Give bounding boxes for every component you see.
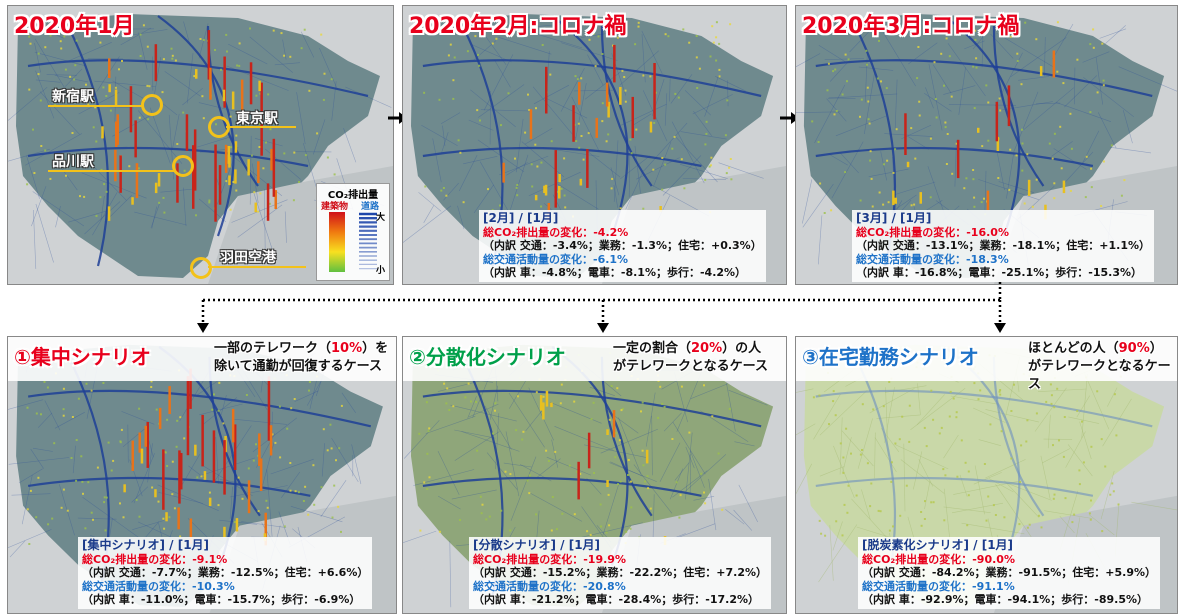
stats-box: [脱炭素化シナリオ] / [1月] 総CO₂排出量の変化：-90.0% （内訳 … [858, 537, 1161, 609]
legend-road-lines [359, 212, 377, 270]
scenario-description: 一部のテレワーク（10%）を 除いて通勤が回復するケース [214, 341, 389, 374]
stats-box: [集中シナリオ] / [1月] 総CO₂排出量の変化：-9.1% （内訳 交通：… [78, 537, 373, 609]
legend-buildings-label: 建築物 [321, 202, 349, 212]
co2-change: 総CO₂排出量の変化：-9.1% [82, 552, 228, 566]
co2-breakdown: （内訳 交通：-13.1%；業務：-18.1%；住宅：+1.1%） [856, 239, 1151, 252]
legend-roads-label: 道路 [361, 202, 380, 212]
panel-title: 2020年1月 [14, 14, 135, 39]
co2-change: 総CO₂排出量の変化：-19.9% [473, 552, 626, 566]
station-label-shinjuku: 新宿駅 [52, 89, 94, 105]
legend-title: CO₂排出量 [327, 190, 379, 201]
panel-title: 2020年2月:コロナ禍 [409, 14, 627, 39]
panel-scenario-1: ①集中シナリオ 一部のテレワーク（10%）を 除いて通勤が回復するケース [集中… [7, 336, 397, 614]
panel-jan-2020: 2020年1月 新宿駅 東京駅 品川駅 羽田空港 CO₂排出量 建築物 道路 大… [7, 5, 394, 285]
traffic-breakdown: （内訳 車：-92.9%；電車：-94.1%；歩行：-89.5%） [862, 593, 1149, 606]
stats-box: [分散シナリオ] / [1月] 総CO₂排出量の変化：-19.9% （内訳 交通… [469, 537, 772, 609]
panel-scenario-3: ③在宅勤務シナリオ ほとんどの人（90%） がテレワークとなるケース [脱炭素化… [795, 336, 1178, 614]
leader-line-shinjuku [48, 105, 143, 107]
panel-mar-2020: 2020年3月:コロナ禍 [3月] / [1月] 総CO₂排出量の変化：-16.… [795, 5, 1178, 285]
scenario-title: ③在宅勤務シナリオ [802, 345, 979, 369]
station-marker-shinjuku [141, 94, 163, 116]
legend-small-label: 小 [375, 266, 385, 276]
stats-box: [2月] / [1月] 総CO₂排出量の変化：-4.2% （内訳 交通：-3.4… [479, 210, 766, 282]
co2-breakdown: （内訳 交通：-3.4%；業務：-1.3%；住宅：+0.3%） [483, 239, 762, 252]
panel-scenario-2: ②分散化シナリオ 一定の割合（20%）の人 がテレワークとなるケース [分散シナ… [402, 336, 787, 614]
traffic-change: 総交通活動量の変化：-18.3% [856, 252, 1009, 266]
co2-change: 総CO₂排出量の変化：-4.2% [483, 225, 629, 239]
legend-building-gradient [329, 212, 345, 272]
co2-change: 総CO₂排出量の変化：-90.0% [862, 552, 1015, 566]
co2-breakdown: （内訳 交通：-15.2%；業務：-22.2%；住宅：+7.2%） [473, 566, 768, 579]
traffic-breakdown: （内訳 車：-16.8%；電車：-25.1%；歩行：-15.3%） [856, 266, 1143, 279]
stats-header: [脱炭素化シナリオ] / [1月] [862, 538, 1014, 552]
scenario-description: 一定の割合（20%）の人 がテレワークとなるケース [613, 341, 768, 374]
scenario-title: ②分散化シナリオ [409, 345, 566, 369]
co2-breakdown: （内訳 交通：-84.2%；業務：-91.5%；住宅：+5.9%） [862, 566, 1157, 579]
traffic-change: 総交通活動量の変化：-6.1% [483, 252, 629, 266]
scenario-description: ほとんどの人（90%） がテレワークとなるケース [1028, 341, 1171, 392]
panel-feb-2020: 2020年2月:コロナ禍 [2月] / [1月] 総CO₂排出量の変化：-4.2… [402, 5, 787, 285]
co2-change: 総CO₂排出量の変化：-16.0% [856, 225, 1009, 239]
traffic-breakdown: （内訳 車：-21.2%；電車：-28.4%；歩行：-17.2%） [473, 593, 760, 606]
station-marker-haneda [190, 257, 212, 279]
stats-header: [3月] / [1月] [856, 211, 932, 225]
station-label-haneda: 羽田空港 [220, 250, 276, 266]
traffic-change: 総交通活動量の変化：-20.8% [473, 579, 626, 593]
traffic-change: 総交通活動量の変化：-10.3% [82, 579, 235, 593]
stats-header: [集中シナリオ] / [1月] [82, 538, 210, 552]
stats-header: [2月] / [1月] [483, 211, 559, 225]
co2-legend: CO₂排出量 建築物 道路 大 小 [316, 183, 390, 281]
stats-header: [分散シナリオ] / [1月] [473, 538, 601, 552]
scenario-branch-connector [197, 282, 1006, 333]
stats-box: [3月] / [1月] 総CO₂排出量の変化：-16.0% （内訳 交通：-13… [852, 210, 1155, 282]
leader-line-haneda [208, 266, 306, 268]
co2-breakdown: （内訳 交通：-7.7%；業務：-12.5%；住宅：+6.6%） [82, 566, 369, 579]
traffic-breakdown: （内訳 車：-11.0%；電車：-15.7%；歩行：-6.9%） [82, 593, 361, 606]
scenario-title: ①集中シナリオ [14, 345, 151, 369]
leader-line-shinagawa [48, 170, 174, 172]
legend-big-label: 大 [375, 213, 385, 223]
leader-line-tokyo [226, 126, 296, 128]
station-label-tokyo: 東京駅 [236, 111, 278, 127]
station-label-shinagawa: 品川駅 [52, 154, 94, 170]
station-marker-shinagawa [172, 155, 194, 177]
traffic-change: 総交通活動量の変化：-91.1% [862, 579, 1015, 593]
traffic-breakdown: （内訳 車：-4.8%；電車：-8.1%；歩行：-4.2%） [483, 266, 747, 279]
panel-title: 2020年3月:コロナ禍 [802, 14, 1020, 39]
